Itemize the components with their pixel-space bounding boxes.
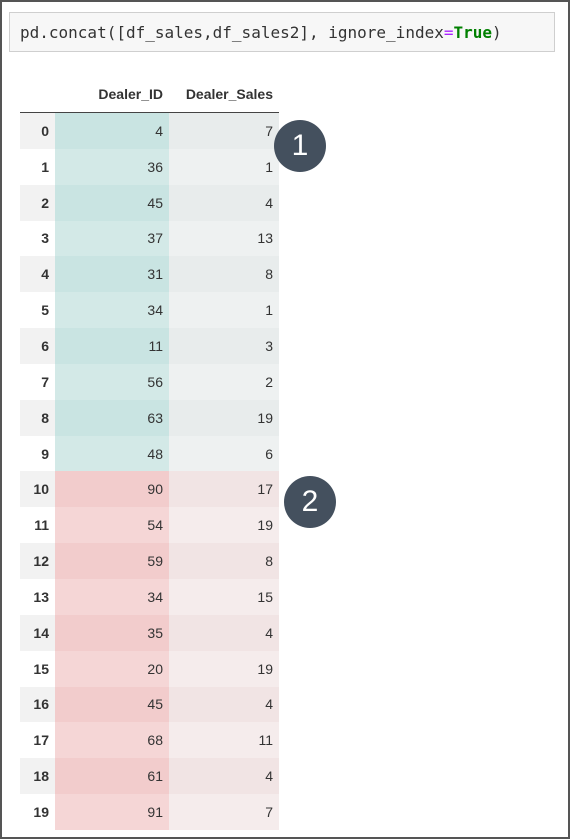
table-row: 10 90 17 — [20, 471, 279, 508]
cell-dealer-sales: 4 — [169, 686, 279, 723]
row-index: 12 — [20, 543, 55, 579]
cell-dealer-sales: 6 — [169, 435, 279, 472]
cell-dealer-id: 90 — [55, 471, 169, 508]
code-keyword: True — [453, 23, 493, 42]
cell-dealer-id: 56 — [55, 363, 169, 400]
cell-dealer-id: 59 — [55, 543, 169, 579]
row-index: 16 — [20, 686, 55, 723]
cell-dealer-id: 63 — [55, 399, 169, 436]
cell-dealer-id: 48 — [55, 435, 169, 472]
cell-dealer-sales: 17 — [169, 471, 279, 508]
table-row: 8 63 19 — [20, 399, 279, 436]
cell-dealer-sales: 15 — [169, 578, 279, 615]
table-row: 6 11 3 — [20, 328, 279, 364]
cell-dealer-sales: 1 — [169, 148, 279, 185]
cell-dealer-id: 61 — [55, 758, 169, 795]
cell-dealer-id: 45 — [55, 184, 169, 221]
row-index: 8 — [20, 399, 55, 436]
dataframe-output: Dealer_ID Dealer_Sales 0 4 7 1 36 1 2 45 4 3 37 13 4… — [20, 76, 279, 830]
row-index: 2 — [20, 184, 55, 221]
dataframe-body: 0 4 7 1 36 1 2 45 4 3 37 13 4 31 8 5 34 1 6 11 3 7 56 2 8 63 19 9 48… — [20, 112, 279, 830]
cell-dealer-id: 37 — [55, 220, 169, 257]
cell-dealer-id: 4 — [55, 112, 169, 149]
row-index: 17 — [20, 722, 55, 759]
cell-dealer-sales: 19 — [169, 650, 279, 687]
table-row: 5 34 1 — [20, 292, 279, 329]
table-row: 13 34 15 — [20, 578, 279, 615]
cell-dealer-id: 34 — [55, 578, 169, 615]
cell-dealer-id: 34 — [55, 292, 169, 329]
row-index: 9 — [20, 435, 55, 472]
code-operator: = — [443, 23, 454, 42]
code-suffix: ) — [492, 23, 502, 42]
index-header — [20, 76, 55, 113]
cell-dealer-sales: 7 — [169, 794, 279, 830]
cell-dealer-id: 35 — [55, 614, 169, 651]
row-index: 5 — [20, 292, 55, 329]
row-index: 18 — [20, 758, 55, 795]
table-row: 12 59 8 — [20, 543, 279, 579]
row-index: 3 — [20, 220, 55, 257]
code-input-cell[interactable]: pd.concat([df_sales,df_sales2], ignore_i… — [9, 12, 555, 52]
cell-dealer-id: 31 — [55, 256, 169, 293]
table-row: 2 45 4 — [20, 184, 279, 221]
cell-dealer-sales: 4 — [169, 758, 279, 795]
cell-dealer-sales: 2 — [169, 363, 279, 400]
table-row: 9 48 6 — [20, 435, 279, 472]
row-index: 13 — [20, 578, 55, 615]
table-row: 14 35 4 — [20, 614, 279, 651]
cell-dealer-sales: 13 — [169, 220, 279, 257]
table-row: 1 36 1 — [20, 148, 279, 185]
cell-dealer-sales: 19 — [169, 399, 279, 436]
callout-badge-2: 2 — [284, 476, 336, 528]
cell-dealer-sales: 7 — [169, 112, 279, 149]
table-row: 4 31 8 — [20, 256, 279, 293]
row-index: 7 — [20, 363, 55, 400]
cell-dealer-id: 45 — [55, 686, 169, 723]
cell-dealer-id: 91 — [55, 794, 169, 830]
row-index: 15 — [20, 650, 55, 687]
row-index: 1 — [20, 148, 55, 185]
cell-dealer-id: 11 — [55, 328, 169, 364]
cell-dealer-sales: 3 — [169, 328, 279, 364]
row-index: 11 — [20, 507, 55, 544]
column-header-dealer-sales: Dealer_Sales — [169, 76, 279, 113]
cell-dealer-id: 20 — [55, 650, 169, 687]
cell-dealer-sales: 8 — [169, 543, 279, 579]
row-index: 4 — [20, 256, 55, 293]
header-row: Dealer_ID Dealer_Sales — [20, 76, 279, 113]
row-index: 6 — [20, 328, 55, 364]
table-row: 11 54 19 — [20, 507, 279, 544]
table-row: 15 20 19 — [20, 650, 279, 687]
table-row: 16 45 4 — [20, 686, 279, 723]
cell-dealer-sales: 11 — [169, 722, 279, 759]
row-index: 14 — [20, 614, 55, 651]
cell-dealer-sales: 8 — [169, 256, 279, 293]
cell-dealer-id: 68 — [55, 722, 169, 759]
row-index: 19 — [20, 794, 55, 830]
row-index: 10 — [20, 471, 55, 508]
cell-dealer-id: 36 — [55, 148, 169, 185]
table-row: 7 56 2 — [20, 363, 279, 400]
callout-badge-1: 1 — [274, 120, 326, 172]
cell-dealer-sales: 4 — [169, 614, 279, 651]
code-text: pd.concat([df_sales,df_sales2], ignore_i… — [20, 23, 444, 42]
table-row: 18 61 4 — [20, 758, 279, 795]
row-index: 0 — [20, 112, 55, 149]
cell-dealer-sales: 19 — [169, 507, 279, 544]
table-row: 17 68 11 — [20, 722, 279, 759]
cell-dealer-sales: 1 — [169, 292, 279, 329]
table-row: 3 37 13 — [20, 220, 279, 257]
column-header-dealer-id: Dealer_ID — [55, 76, 169, 113]
table-row: 19 91 7 — [20, 794, 279, 830]
cell-dealer-id: 54 — [55, 507, 169, 544]
cell-dealer-sales: 4 — [169, 184, 279, 221]
